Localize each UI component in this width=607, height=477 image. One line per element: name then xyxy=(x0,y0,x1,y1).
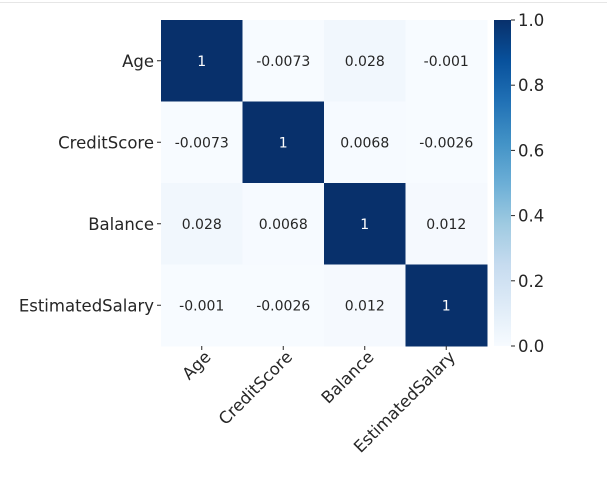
colorbar-tick-label: 0.8 xyxy=(518,76,544,95)
heatmap-cell-0-1 xyxy=(242,20,325,102)
heatmap-cell-3-3 xyxy=(405,264,488,347)
y-tick-label: CreditScore xyxy=(58,133,154,152)
cell-value-3-3: 1 xyxy=(442,298,451,314)
x-tick-label: Age xyxy=(179,347,215,383)
colorbar-tick-label: 0.0 xyxy=(518,337,544,356)
heatmap-cell-2-2 xyxy=(324,183,406,265)
cell-value-1-2: 0.0068 xyxy=(340,135,389,151)
cell-value-1-0: -0.0073 xyxy=(175,135,229,151)
y-tick-label: Age xyxy=(122,52,154,71)
heatmap-cell-0-2 xyxy=(324,20,406,102)
cell-value-3-1: -0.0026 xyxy=(256,298,310,314)
cell-value-2-2: 1 xyxy=(360,217,369,233)
cell-value-1-1: 1 xyxy=(279,135,288,151)
y-tick-label: Balance xyxy=(88,215,154,234)
x-tick-label: Balance xyxy=(318,347,378,407)
cell-value-2-1: 0.0068 xyxy=(259,217,308,233)
cell-value-3-2: 0.012 xyxy=(345,298,385,314)
heatmap-cell-0-3 xyxy=(405,20,488,102)
colorbar-gradient xyxy=(494,20,511,346)
cell-value-0-3: -0.001 xyxy=(424,54,469,70)
colorbar-tick-label: 0.6 xyxy=(518,141,544,160)
cell-value-1-3: -0.0026 xyxy=(419,135,473,151)
cell-value-2-0: 0.028 xyxy=(182,217,222,233)
heatmap-cell-3-0 xyxy=(161,264,243,347)
colorbar-tick-label: 0.2 xyxy=(518,272,544,291)
heatmap-cell-2-0 xyxy=(161,183,243,265)
cell-value-0-1: -0.0073 xyxy=(256,54,310,70)
cell-value-0-0: 1 xyxy=(197,54,206,70)
heatmap-cell-3-2 xyxy=(324,264,406,347)
heatmap-cell-2-1 xyxy=(242,183,325,265)
heatmap-cell-1-0 xyxy=(161,101,243,184)
heatmap-cell-0-0 xyxy=(161,20,243,102)
cell-value-2-3: 0.012 xyxy=(426,217,466,233)
heatmap-cell-1-3 xyxy=(405,101,488,184)
heatmap-cell-2-3 xyxy=(405,183,488,265)
cell-value-0-2: 0.028 xyxy=(345,54,385,70)
y-tick-label: EstimatedSalary xyxy=(19,296,154,315)
cell-value-3-0: -0.001 xyxy=(179,298,224,314)
colorbar-tick-label: 1.0 xyxy=(518,11,544,30)
heatmap-cell-1-1 xyxy=(242,101,325,184)
heatmap-cell-1-2 xyxy=(324,101,406,184)
x-tick-label: CreditScore xyxy=(215,347,296,428)
heatmap-cell-3-1 xyxy=(242,264,325,347)
colorbar-tick-label: 0.4 xyxy=(518,207,544,226)
top-border-rule xyxy=(0,2,607,3)
